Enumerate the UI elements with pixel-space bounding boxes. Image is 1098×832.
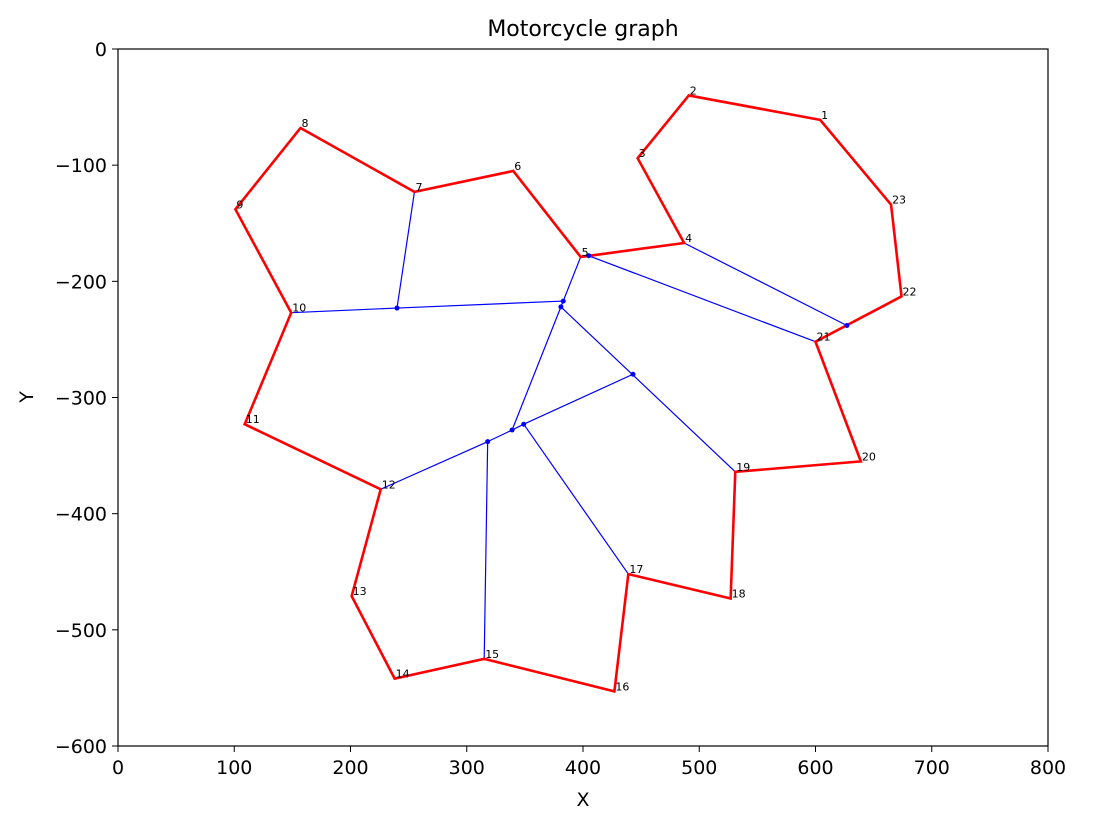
- x-tick-label: 100: [216, 757, 252, 779]
- motorcycle-point-1: [394, 305, 400, 311]
- vertex-label-14: 14: [396, 668, 410, 681]
- motorcycle-point-5: [630, 371, 636, 377]
- vertex-label-10: 10: [292, 302, 306, 315]
- vertex-label-8: 8: [302, 117, 309, 130]
- motorcycle-point-7: [509, 427, 515, 433]
- motorcycle-edge-1: [291, 307, 398, 314]
- x-tick-label: 300: [449, 757, 485, 779]
- y-axis-label: Y: [16, 391, 38, 404]
- motorcycle-point-3: [558, 304, 564, 310]
- vertex-label-20: 20: [862, 450, 876, 463]
- vertex-label-2: 2: [690, 84, 697, 97]
- x-axis: 0 100 200 300 400 500 600 700 800: [112, 746, 1066, 779]
- y-tick-label: −200: [55, 271, 107, 293]
- motorcycle-point-2: [560, 298, 566, 304]
- vertex-label-3: 3: [639, 147, 646, 160]
- motorcycle-edge-8: [380, 441, 488, 490]
- motorcycle-edge-0: [396, 191, 416, 309]
- motorcycle-edge-11: [523, 373, 634, 425]
- vertex-label-7: 7: [415, 181, 422, 194]
- vertex-label-16: 16: [615, 680, 629, 693]
- motorcycle-point-0: [586, 253, 592, 259]
- y-tick-label: −100: [55, 155, 107, 177]
- x-tick-label: 600: [797, 757, 833, 779]
- polygon-outline: [233, 94, 903, 694]
- motorcycle-edge-7: [683, 242, 848, 327]
- vertex-label-19: 19: [736, 461, 750, 474]
- motorcycle-point-6: [485, 439, 491, 445]
- vertex-label-4: 4: [685, 232, 692, 245]
- x-tick-label: 700: [914, 757, 950, 779]
- motorcycle-edge-4: [511, 306, 562, 431]
- vertex-label-13: 13: [353, 585, 367, 598]
- y-tick-label: −300: [55, 388, 107, 410]
- vertex-label-17: 17: [629, 563, 643, 576]
- motorcycle-edge-2: [396, 300, 564, 309]
- x-tick-label: 0: [112, 757, 124, 779]
- vertex-label-15: 15: [485, 648, 499, 661]
- y-tick-label: −600: [55, 736, 107, 758]
- vertex-label-1: 1: [821, 109, 828, 122]
- x-axis-label: X: [576, 789, 589, 811]
- vertex-label-18: 18: [732, 587, 746, 600]
- y-tick-label: −400: [55, 504, 107, 526]
- vertex-label-22: 22: [903, 285, 917, 298]
- motorcycle-point-8: [521, 421, 527, 427]
- motorcycle-edge-9: [487, 429, 513, 443]
- vertex-label-23: 23: [892, 194, 906, 207]
- motorcycle-edge-12: [523, 423, 629, 575]
- motorcycle-point-4: [844, 322, 850, 328]
- motorcycle-edge-5: [560, 306, 736, 473]
- vertex-label-11: 11: [246, 413, 260, 426]
- x-tick-label: 400: [565, 757, 601, 779]
- vertex-label-6: 6: [514, 160, 521, 173]
- vertex-label-9: 9: [236, 198, 243, 211]
- chart-title: Motorcycle graph: [487, 17, 678, 42]
- motorcycle-edge-3: [560, 256, 582, 308]
- x-tick-label: 200: [332, 757, 368, 779]
- vertex-label-12: 12: [382, 478, 396, 491]
- x-tick-label: 500: [681, 757, 717, 779]
- motorcycle-edge-13: [483, 441, 489, 659]
- y-tick-label: 0: [95, 39, 107, 61]
- y-axis: 0 −100 −200 −300 −400 −500 −600: [55, 39, 118, 758]
- y-tick-label: −500: [55, 620, 107, 642]
- motorcycle-edge-6: [588, 255, 816, 343]
- vertex-label-5: 5: [582, 246, 589, 259]
- x-tick-label: 800: [1030, 757, 1066, 779]
- vertex-label-21: 21: [817, 331, 831, 344]
